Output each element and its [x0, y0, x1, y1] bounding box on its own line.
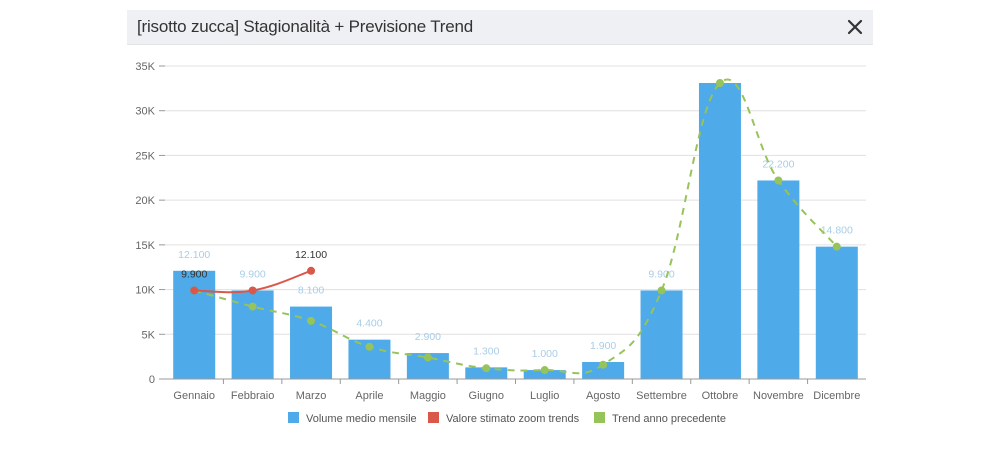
- y-tick-label: 5K: [142, 329, 156, 341]
- bar[interactable]: [582, 362, 625, 379]
- svg-text:Trend anno precedente: Trend anno precedente: [612, 413, 726, 425]
- legend-item[interactable]: Valore stimato zoom trends: [428, 412, 580, 425]
- trend-point[interactable]: [540, 366, 549, 375]
- trend-line: [190, 78, 841, 375]
- x-tick-label: Febbraio: [231, 390, 274, 402]
- bar-value-label: 22.200: [762, 158, 794, 170]
- trend-point[interactable]: [774, 176, 783, 185]
- svg-text:Valore stimato zoom trends: Valore stimato zoom trends: [446, 413, 580, 425]
- x-tick-label: Giugno: [469, 390, 504, 402]
- y-tick-label: 10K: [135, 285, 155, 297]
- legend: Volume medio mensile Valore stimato zoom …: [288, 412, 726, 425]
- x-tick-label: Novembre: [753, 390, 804, 402]
- bar-value-label: 4.400: [356, 318, 382, 330]
- estimate-point[interactable]: [307, 266, 316, 275]
- bars: [173, 82, 858, 380]
- close-icon: [847, 19, 863, 35]
- svg-text:Volume medio mensile: Volume medio mensile: [306, 413, 417, 425]
- bar[interactable]: [465, 367, 508, 379]
- y-tick-label: 0: [149, 374, 155, 386]
- estimate-point[interactable]: [190, 286, 199, 295]
- bar-value-label: 9.900: [239, 268, 265, 280]
- dialog-header: [risotto zucca] Stagionalità + Prevision…: [127, 10, 873, 45]
- x-tick-label: Maggio: [410, 390, 446, 402]
- trend-point[interactable]: [715, 78, 724, 87]
- grid-lines: [165, 65, 866, 335]
- x-tick-label: Marzo: [296, 390, 327, 402]
- legend-item[interactable]: Trend anno precedente: [594, 412, 726, 425]
- bar[interactable]: [815, 246, 858, 379]
- y-tick-label: 20K: [135, 195, 155, 207]
- bar[interactable]: [640, 290, 683, 379]
- y-tick-label: 35K: [135, 61, 155, 73]
- y-axis: 0 5K 10K 15K 20K 25K 30K 35K: [135, 61, 165, 386]
- trend-point[interactable]: [365, 342, 374, 351]
- close-button[interactable]: [843, 15, 867, 39]
- trend-point[interactable]: [599, 360, 608, 369]
- y-tick-label: 30K: [135, 106, 155, 118]
- bar-labels: 12.100 9.900 8.100 4.400 2.900 1.300 1.000 1.90…: [178, 158, 853, 360]
- y-tick-label: 25K: [135, 150, 155, 162]
- dialog-title: [risotto zucca] Stagionalità + Prevision…: [137, 17, 473, 36]
- trend-point[interactable]: [482, 364, 491, 373]
- trend-point[interactable]: [423, 353, 432, 362]
- bar[interactable]: [698, 82, 741, 380]
- bar-value-label: 1.000: [532, 348, 558, 360]
- trend-point[interactable]: [657, 286, 666, 295]
- trend-point[interactable]: [248, 302, 257, 311]
- legend-item[interactable]: Volume medio mensile: [288, 412, 417, 425]
- trend-point[interactable]: [832, 242, 841, 251]
- estimate-value-label: 9.900: [181, 268, 207, 280]
- estimate-value-label: 12.100: [295, 249, 327, 261]
- x-axis: Gennaio Febbraio Marzo Aprile Maggio Giugno Lu…: [165, 378, 866, 402]
- x-tick-label: Agosto: [586, 390, 620, 402]
- x-tick-label: Ottobre: [702, 390, 739, 402]
- x-tick-label: Dicembre: [813, 390, 860, 402]
- x-tick-label: Aprile: [355, 390, 383, 402]
- x-tick-label: Gennaio: [173, 390, 215, 402]
- bar-value-label: 9.900: [648, 268, 674, 280]
- x-tick-label: Luglio: [530, 390, 559, 402]
- estimate-point[interactable]: [248, 286, 257, 295]
- y-tick-label: 15K: [135, 240, 155, 252]
- bar-value-label: 1.900: [590, 340, 616, 352]
- trend-point[interactable]: [307, 316, 316, 325]
- estimate-line: 9.900 12.100: [181, 249, 327, 295]
- bar-value-label: 14.800: [821, 225, 853, 237]
- bar-value-label: 8.100: [298, 285, 324, 297]
- bar[interactable]: [523, 370, 566, 379]
- x-tick-label: Settembre: [636, 390, 687, 402]
- bar-value-label: 2.900: [415, 331, 441, 343]
- bar-value-label: 1.300: [473, 345, 499, 357]
- bar-value-label: 12.100: [178, 249, 210, 261]
- bar[interactable]: [757, 180, 800, 379]
